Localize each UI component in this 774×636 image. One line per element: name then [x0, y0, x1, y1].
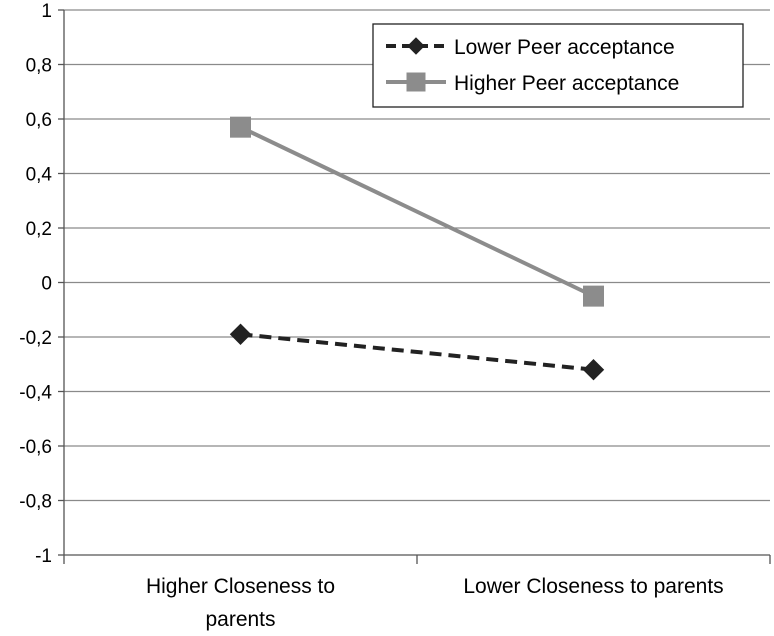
square-marker	[406, 72, 426, 92]
series	[229, 116, 605, 381]
y-tick-label: 0,4	[26, 165, 53, 186]
y-tick-label: -1	[35, 546, 52, 567]
x-axis-category-labels: Higher Closeness to parents Lower Closenes…	[146, 575, 724, 631]
y-tick-label: 1	[41, 1, 52, 22]
x-category-label: Higher Closeness to parents	[146, 575, 335, 631]
series-line	[240, 332, 594, 372]
series-line	[239, 125, 595, 298]
x-category-label-line: Lower Closeness to parents	[463, 575, 723, 598]
diamond-marker	[229, 323, 252, 345]
legend-entry: Higher Peer acceptance	[386, 72, 679, 95]
axes	[58, 9, 771, 564]
y-tick-label: 0,2	[26, 219, 52, 240]
legend: Lower Peer acceptance Higher Peer accepta…	[372, 23, 744, 108]
x-category-label-line: Higher Closeness to	[146, 575, 335, 598]
y-tick-label: 0,6	[26, 110, 52, 131]
y-tick-label: 0	[41, 274, 52, 295]
y-tick-label: -0,8	[19, 492, 52, 513]
y-tick-label: 0,8	[26, 56, 52, 77]
legend-label: Higher Peer acceptance	[454, 72, 679, 95]
y-tick-label: -0,6	[19, 437, 52, 458]
diamond-marker	[582, 358, 605, 381]
y-tick-label: -0,2	[19, 328, 52, 349]
y-axis-tick-labels: 1 0,8 0,6 0,4 0,2 0 -0,2 -0,4 -0,6 -0,8 -1	[19, 1, 52, 567]
gridlines	[64, 9, 770, 502]
diamond-marker	[407, 37, 425, 55]
series-2	[230, 116, 604, 307]
square-marker	[230, 116, 251, 138]
y-tick-label: -0,4	[19, 383, 52, 404]
series-1	[229, 323, 605, 381]
legend-entry: Lower Peer acceptance	[386, 36, 675, 59]
x-category-label-line: parents	[205, 608, 275, 631]
legend-label: Lower Peer acceptance	[454, 36, 675, 59]
x-category-label: Lower Closeness to parents	[463, 575, 723, 598]
legend-box	[372, 23, 744, 108]
square-marker	[583, 285, 604, 307]
